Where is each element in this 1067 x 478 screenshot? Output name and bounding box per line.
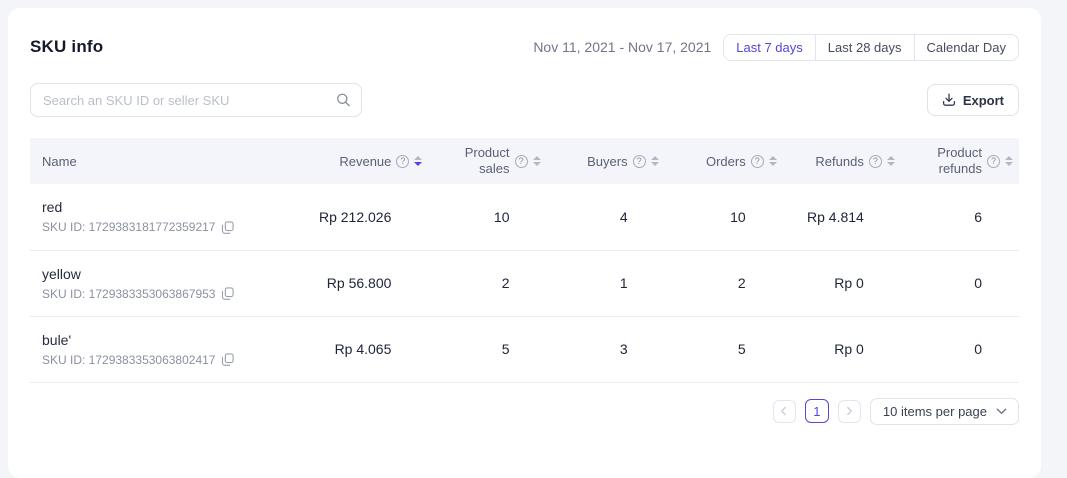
export-button-label: Export xyxy=(962,92,1004,108)
download-icon xyxy=(942,93,956,107)
refunds-value: Rp 0 xyxy=(782,250,901,317)
sku-name: yellow xyxy=(42,265,81,282)
product-sales-value: 5 xyxy=(428,316,547,383)
revenue-sort-icons[interactable] xyxy=(414,156,423,166)
revenue-value: Rp 212.026 xyxy=(302,184,429,251)
range-button-last-7-days[interactable]: Last 7 days xyxy=(724,34,815,60)
product-refunds-value: 0 xyxy=(900,250,1019,317)
product-refunds-value: 0 xyxy=(900,316,1019,383)
revenue-value: Rp 4.065 xyxy=(302,316,429,383)
orders-value: 5 xyxy=(664,316,783,383)
product-sales-sort-icons[interactable] xyxy=(532,156,541,166)
sku-id: SKU ID: 1729383181772359217 xyxy=(42,220,216,235)
refunds-sort-icons[interactable] xyxy=(886,156,895,166)
table-header-row: Name Revenue Product sales xyxy=(30,138,1019,184)
revenue-value: Rp 56.800 xyxy=(302,250,429,317)
product-sales-value: 10 xyxy=(428,184,547,251)
page-title: SKU info xyxy=(30,37,104,56)
copy-icon[interactable] xyxy=(221,353,235,366)
product-sales-info-icon[interactable] xyxy=(514,154,528,168)
sku-id: SKU ID: 1729383353063802417 xyxy=(42,352,216,367)
column-header-product-sales[interactable]: Product sales xyxy=(428,138,547,184)
page-number-button[interactable]: 1 xyxy=(804,399,829,423)
column-header-orders[interactable]: Orders xyxy=(664,138,783,184)
sku-info-card: SKU info Nov 11, 2021 - Nov 17, 2021 Las… xyxy=(8,8,1041,478)
buyers-value: 4 xyxy=(546,184,665,251)
product-refunds-sort-icons[interactable] xyxy=(1005,156,1013,166)
search-input[interactable] xyxy=(30,83,362,117)
orders-sort-icons[interactable] xyxy=(768,156,777,166)
orders-info-icon[interactable] xyxy=(750,154,764,168)
refunds-info-icon[interactable] xyxy=(868,154,882,168)
buyers-value: 3 xyxy=(546,316,665,383)
buyers-value: 1 xyxy=(546,250,665,317)
search-box xyxy=(30,83,362,117)
items-per-page-label: 10 items per page xyxy=(882,403,987,419)
next-page-button[interactable] xyxy=(837,399,861,423)
orders-value: 2 xyxy=(664,250,783,317)
product-refunds-info-icon[interactable] xyxy=(987,154,1000,168)
pagination: 1 10 items per page xyxy=(30,397,1019,425)
sku-id: SKU ID: 1729383353063867953 xyxy=(42,286,216,301)
refunds-value: Rp 4.814 xyxy=(782,184,901,251)
column-header-product-refunds[interactable]: Product refunds xyxy=(900,138,1019,184)
sku-table: Name Revenue Product sales xyxy=(30,138,1019,383)
export-button[interactable]: Export xyxy=(926,84,1019,116)
product-sales-value: 2 xyxy=(428,250,547,317)
column-header-name: Name xyxy=(30,138,303,184)
buyers-info-icon[interactable] xyxy=(632,154,646,168)
column-header-refunds[interactable]: Refunds xyxy=(782,138,901,184)
date-controls: Nov 11, 2021 - Nov 17, 2021 Last 7 days … xyxy=(533,33,1019,61)
sku-name: bule' xyxy=(42,331,72,348)
search-icon[interactable] xyxy=(336,93,351,108)
orders-value: 10 xyxy=(664,184,783,251)
table-row: yellow SKU ID: 1729383353063867953 Rp 56… xyxy=(30,250,1019,317)
items-per-page-select[interactable]: 10 items per page xyxy=(869,397,1019,425)
card-header: SKU info Nov 11, 2021 - Nov 17, 2021 Las… xyxy=(30,33,1019,61)
range-button-last-28-days[interactable]: Last 28 days xyxy=(814,34,914,60)
date-range-label: Nov 11, 2021 - Nov 17, 2021 xyxy=(533,39,712,55)
range-button-calendar-day[interactable]: Calendar Day xyxy=(913,34,1018,60)
table-row: red SKU ID: 1729383181772359217 Rp 212.0… xyxy=(30,184,1019,251)
column-header-revenue[interactable]: Revenue xyxy=(302,138,429,184)
column-header-buyers[interactable]: Buyers xyxy=(546,138,665,184)
revenue-info-icon[interactable] xyxy=(396,154,410,168)
date-range-switcher: Last 7 days Last 28 days Calendar Day xyxy=(723,33,1019,61)
buyers-sort-icons[interactable] xyxy=(650,156,659,166)
sku-name: red xyxy=(42,199,63,216)
refunds-value: Rp 0 xyxy=(782,316,901,383)
previous-page-button[interactable] xyxy=(772,399,796,423)
chevron-down-icon xyxy=(996,408,1007,415)
toolbar: Export xyxy=(30,83,1019,117)
table-row: bule' SKU ID: 1729383353063802417 Rp 4.0… xyxy=(30,316,1019,383)
copy-icon[interactable] xyxy=(221,287,235,300)
product-refunds-value: 6 xyxy=(900,184,1019,251)
copy-icon[interactable] xyxy=(221,221,235,234)
